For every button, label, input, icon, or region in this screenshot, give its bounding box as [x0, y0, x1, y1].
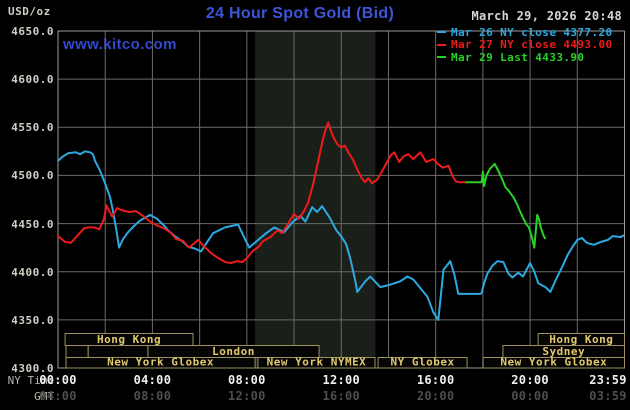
x-tick-ny: 23:59: [589, 373, 627, 387]
x-tick-gmt: 03:59: [589, 389, 627, 403]
session-label: Hong Kong: [97, 333, 161, 346]
x-tick-ny: 20:00: [511, 373, 549, 387]
x-tick-ny: 00:00: [39, 373, 77, 387]
session-box-ny-globex: [377, 357, 468, 369]
y-tick-label: 4350.0: [11, 313, 54, 327]
legend-dash-icon: [437, 31, 446, 34]
y-tick-label: 4650.0: [11, 25, 54, 38]
session-label: Sydney: [542, 345, 585, 358]
gmt-axis-label: GMT: [34, 390, 54, 403]
legend-item-label: Mar 27 NY close 4493.00: [451, 38, 613, 52]
ny-time-axis-label: NY Time: [7, 374, 54, 387]
y-axis-unit-label: USD/oz: [8, 5, 51, 18]
session-label: Hong Kong: [549, 333, 613, 346]
session-label: New York Globex: [500, 356, 607, 369]
kitco-watermark-link[interactable]: www.kitco.com: [63, 36, 177, 53]
series-line-2: [465, 162, 547, 249]
y-tick-label: 4550.0: [11, 121, 54, 135]
x-tick-gmt: 04:00: [39, 389, 77, 403]
session-label: New York NYMEX: [267, 356, 367, 369]
legend-item-1: Mar 27 NY close 4493.00: [437, 38, 613, 52]
legend-item-2: Mar 29 Last 4433.90: [437, 51, 613, 64]
x-tick-ny: 12:00: [322, 373, 361, 387]
y-tick-label: 4300.0: [11, 362, 54, 375]
legend-item-label: Mar 26 NY close 4377.20: [451, 25, 613, 39]
series-line-1: [57, 121, 466, 264]
x-tick-ny: 04:00: [133, 373, 172, 387]
x-tick-gmt: 00:00: [511, 389, 549, 403]
legend-dash-icon: [437, 43, 446, 46]
x-tick-ny: 16:00: [416, 373, 455, 387]
legend: Mar 26 NY close 4377.20 Mar 27 NY close 4…: [437, 26, 613, 64]
x-tick-gmt: 08:00: [133, 389, 172, 403]
x-tick-ny: 08:00: [228, 373, 266, 387]
session-label: NY Globex: [391, 356, 455, 369]
session-box-new-york-globex: [65, 357, 256, 369]
chart-title: 24 Hour Spot Gold (Bid): [205, 5, 395, 22]
session-box-unlabeled: [65, 345, 89, 358]
session-label: London: [212, 345, 255, 358]
legend-dash-icon: [437, 56, 446, 59]
session-box-new-york-globex: [482, 357, 626, 369]
session-label: New York Globex: [107, 356, 214, 369]
y-tick-label: 4600.0: [11, 73, 54, 87]
legend-item-0: Mar 26 NY close 4377.20: [437, 26, 613, 39]
x-tick-gmt: 12:00: [228, 389, 266, 403]
y-tick-label: 4400.0: [11, 265, 54, 279]
datetime-stamp: March 29, 2026 20:48: [471, 9, 622, 23]
y-tick-label: 4500.0: [11, 169, 54, 183]
y-tick-label: 4450.0: [11, 217, 54, 231]
x-tick-gmt: 20:00: [416, 389, 455, 403]
nymex-session-band: [255, 31, 376, 368]
session-box-new-york-nymex: [257, 357, 376, 369]
legend-item-label: Mar 29 Last 4433.90: [451, 50, 585, 64]
x-tick-gmt: 16:00: [322, 389, 361, 403]
series-line-0: [57, 150, 625, 321]
